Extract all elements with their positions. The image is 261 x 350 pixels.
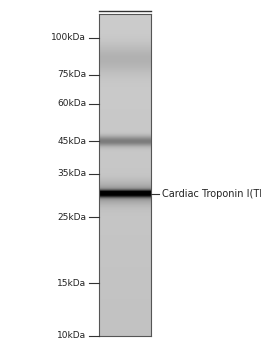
Text: 60kDa: 60kDa: [57, 99, 86, 108]
Text: 15kDa: 15kDa: [57, 279, 86, 288]
Text: Cardiac Troponin I(TNNI3): Cardiac Troponin I(TNNI3): [162, 189, 261, 198]
Text: 10kDa: 10kDa: [57, 331, 86, 341]
Text: 45kDa: 45kDa: [57, 136, 86, 146]
Text: 35kDa: 35kDa: [57, 169, 86, 178]
Text: 25kDa: 25kDa: [57, 213, 86, 222]
Text: 100kDa: 100kDa: [51, 33, 86, 42]
Text: 75kDa: 75kDa: [57, 70, 86, 79]
